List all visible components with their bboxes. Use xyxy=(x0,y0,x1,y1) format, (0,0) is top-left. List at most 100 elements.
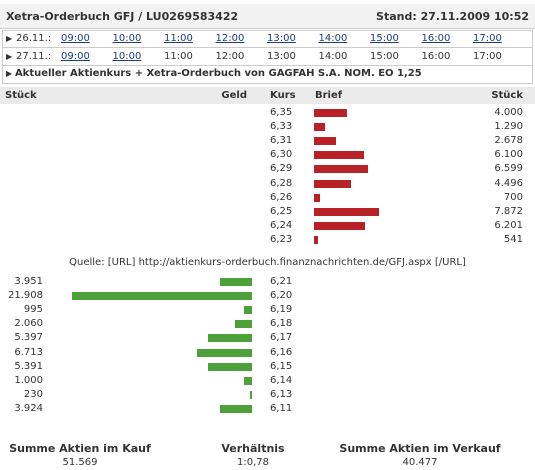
sell-value: 40.477 xyxy=(402,457,438,468)
source: Quelle: [URL] http://aktienkurs-orderbuc… xyxy=(69,257,466,268)
sell-label: Summe Aktien im Verkauf xyxy=(339,442,501,455)
time-link[interactable]: 11:00 xyxy=(164,33,193,44)
ask-bar xyxy=(314,193,320,202)
time: 17:00 xyxy=(473,51,502,62)
ask-volume: 541 xyxy=(503,233,523,245)
price: 6,25 xyxy=(270,205,293,217)
bid-volume: 21.908 xyxy=(8,290,43,302)
ask-bar xyxy=(314,179,351,188)
bid-volume: 2.060 xyxy=(14,318,43,330)
bid-bar xyxy=(243,306,252,315)
nav-date: 26.11.: xyxy=(16,33,52,44)
price: 6,18 xyxy=(270,318,293,330)
nav-box xyxy=(2,30,533,84)
ask-bar xyxy=(314,137,336,146)
bid-bar xyxy=(219,404,252,413)
time-link[interactable]: 10:00 xyxy=(112,33,142,44)
ask-bar xyxy=(314,123,325,132)
price: 6,23 xyxy=(270,233,293,245)
price: 6,24 xyxy=(270,219,293,231)
time: 16:00 xyxy=(421,51,451,62)
buy-label: Summe Aktien im Kauf xyxy=(9,442,151,455)
price: 6,33 xyxy=(270,121,293,133)
bid-volume: 1.000 xyxy=(14,374,43,386)
ask-volume: 6.100 xyxy=(494,149,523,161)
col-bid-volume: Stück xyxy=(5,90,37,101)
ask-volume: 4.000 xyxy=(494,107,523,118)
bid-bar xyxy=(207,362,252,371)
ask-bar xyxy=(314,207,379,216)
price: 6,26 xyxy=(270,191,293,203)
time: 11:00 xyxy=(164,51,193,62)
ask-volume: 6.599 xyxy=(494,163,523,175)
price: 6,14 xyxy=(270,374,293,386)
nav-date: 27.11.: xyxy=(16,51,52,62)
ask-volume: 700 xyxy=(503,191,523,203)
time-link[interactable]: 13:00 xyxy=(267,33,296,44)
price: 6,15 xyxy=(270,360,293,372)
bid-volume: 995 xyxy=(23,304,43,316)
price: 6,21 xyxy=(270,276,293,287)
ask-volume: 6.201 xyxy=(494,219,523,231)
price: 6,28 xyxy=(270,177,293,189)
title: Xetra-Orderbuch GFJ / LU0269583422 xyxy=(6,10,239,23)
time-link[interactable]: 09:00 xyxy=(61,51,90,62)
time: 13:00 xyxy=(267,51,296,62)
ask-volume: 7.872 xyxy=(494,205,523,217)
bid-volume: 6.713 xyxy=(14,346,43,358)
current-link[interactable]: ▶ Aktueller Aktienkurs + Xetra-Orderbuch… xyxy=(6,68,422,79)
ask-bar xyxy=(314,151,365,160)
bid-bar xyxy=(72,292,252,301)
time-link[interactable]: 10:00 xyxy=(112,51,142,62)
nav-divider xyxy=(2,65,532,66)
column-header xyxy=(0,87,535,104)
bid-volume: 3.951 xyxy=(14,276,43,287)
col-ask: Brief xyxy=(315,90,343,101)
stand: Stand: 27.11.2009 10:52 xyxy=(376,10,529,23)
nav-arrow: ▶ xyxy=(6,34,13,43)
col-bid: Geld xyxy=(221,90,247,101)
time-link[interactable]: 16:00 xyxy=(421,33,451,44)
ask-bar xyxy=(314,235,319,244)
bid-bar xyxy=(250,390,252,399)
time: 14:00 xyxy=(318,51,348,62)
buy-value: 51.569 xyxy=(62,457,98,468)
bid-volume: 3.924 xyxy=(14,402,43,414)
ask-volume: 4.496 xyxy=(494,177,523,189)
price: 6,16 xyxy=(270,346,293,358)
price: 6,19 xyxy=(270,304,293,316)
header-bar xyxy=(0,4,535,29)
ratio-value: 1:0,78 xyxy=(237,457,269,468)
ask-bar xyxy=(314,221,365,230)
price: 6,35 xyxy=(270,107,293,118)
price: 6,20 xyxy=(270,290,293,302)
bid-bar xyxy=(243,376,252,385)
bid-bar xyxy=(235,320,252,329)
bid-volume: 5.391 xyxy=(14,360,43,372)
price: 6,17 xyxy=(270,332,293,344)
bid-volume: 230 xyxy=(23,388,43,400)
bid-volume: 5.397 xyxy=(14,332,43,344)
time-link[interactable]: 15:00 xyxy=(370,33,399,44)
time: 15:00 xyxy=(370,51,399,62)
current-text[interactable]: Aktueller Aktienkurs + Xetra-Orderbuch v… xyxy=(14,68,422,79)
price: 6,29 xyxy=(270,163,293,175)
ask-bar xyxy=(314,165,369,174)
time-link[interactable]: 17:00 xyxy=(473,33,502,44)
price: 6,30 xyxy=(270,149,293,161)
time-link[interactable]: 09:00 xyxy=(61,33,90,44)
nav-divider xyxy=(2,47,532,48)
time-link[interactable]: 14:00 xyxy=(318,33,348,44)
ask-bar xyxy=(314,109,347,117)
time-link[interactable]: 12:00 xyxy=(215,33,245,44)
bid-bar xyxy=(207,334,252,343)
bid-bar xyxy=(196,348,252,357)
time: 12:00 xyxy=(215,51,245,62)
price: 6,13 xyxy=(270,388,293,400)
ratio-label: Verhältnis xyxy=(221,442,285,455)
col-price: Kurs xyxy=(270,90,296,101)
nav-arrow: ▶ xyxy=(6,52,13,61)
ask-volume: 2.678 xyxy=(494,135,523,147)
price: 6,11 xyxy=(270,402,293,414)
col-ask-volume: Stück xyxy=(491,90,523,101)
